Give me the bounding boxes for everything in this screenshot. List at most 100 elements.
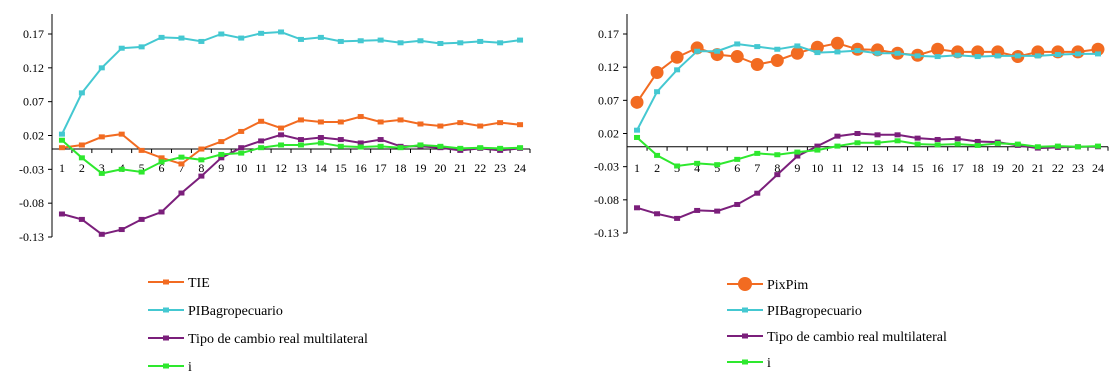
x-tick-label: 10 (235, 161, 247, 175)
data-point (297, 117, 304, 123)
data-point (278, 142, 285, 148)
data-point (258, 145, 265, 151)
y-tick-label: -0.13 (19, 230, 44, 244)
data-point (417, 121, 424, 127)
data-point (1054, 143, 1061, 149)
x-tick-label: 23 (494, 161, 506, 175)
data-point (337, 38, 344, 44)
data-point (650, 65, 664, 79)
data-point (634, 205, 641, 211)
series-pixpim (630, 36, 1105, 109)
data-point (714, 48, 721, 54)
data-point (894, 132, 901, 138)
data-point (138, 216, 145, 222)
data-point (1094, 143, 1101, 149)
x-tick-label: 22 (474, 161, 486, 175)
x-tick-label: 13 (295, 161, 307, 175)
data-point (138, 147, 145, 153)
x-tick-label: 2 (79, 161, 85, 175)
data-point (517, 145, 524, 151)
data-point (830, 36, 844, 50)
data-point (218, 151, 225, 157)
data-point (714, 208, 721, 214)
x-tick-label: 21 (1032, 161, 1044, 175)
data-point (238, 128, 245, 134)
data-point (457, 120, 464, 126)
data-point (118, 227, 125, 233)
legend-marker (163, 335, 169, 341)
data-point (754, 190, 761, 196)
series-i (58, 137, 524, 176)
series-line (61, 133, 521, 236)
data-point (58, 211, 65, 217)
chart-2: 0.17 0.12 0.07 0.02 -0.03 -0.08 -0.13 1 23 456789… (594, 14, 1109, 371)
data-point (417, 38, 424, 44)
data-point (158, 159, 165, 165)
x-tick-label: 18 (395, 161, 407, 175)
data-point (457, 145, 464, 151)
data-point (437, 143, 444, 149)
data-point (437, 123, 444, 129)
data-point (814, 143, 821, 149)
data-point (278, 29, 285, 35)
x-tick-label: 16 (932, 161, 944, 175)
x-tick-label: 8 (198, 161, 204, 175)
x-tick-label: 12 (851, 161, 863, 175)
data-point (238, 35, 245, 41)
data-point (794, 153, 801, 159)
data-point (774, 172, 781, 178)
data-point (714, 162, 721, 168)
x-tick-label: 23 (1072, 161, 1084, 175)
x-tick-label: 19 (992, 161, 1004, 175)
data-point (931, 42, 945, 56)
x-tick-label: 22 (1052, 161, 1064, 175)
x-tick-label: 15 (335, 161, 347, 175)
data-point (98, 65, 105, 71)
y-tick-label: 0.07 (23, 95, 44, 109)
data-point (794, 149, 801, 155)
series-line (636, 42, 1098, 131)
data-point (974, 138, 981, 144)
data-point (634, 134, 641, 140)
series-i (634, 134, 1101, 169)
data-point (790, 46, 804, 60)
series-line (61, 139, 521, 175)
data-point (357, 38, 364, 44)
data-point (734, 41, 741, 47)
y-tick-label: 0.02 (598, 127, 619, 141)
x-tick-label: 1 (59, 161, 65, 175)
data-point (317, 34, 324, 40)
x-tick-label: 18 (972, 161, 984, 175)
data-point (1074, 51, 1081, 57)
data-point (138, 44, 145, 50)
legend-label: PIBagropecuario (188, 304, 283, 319)
x-tick-label: 21 (454, 161, 466, 175)
data-point (854, 140, 861, 146)
data-point (58, 145, 65, 151)
data-point (854, 131, 861, 136)
data-point (1034, 144, 1041, 150)
data-point (218, 31, 225, 37)
data-point (477, 38, 484, 44)
data-point (337, 119, 344, 125)
series-tie (58, 114, 524, 167)
data-point (158, 155, 165, 161)
data-point (1054, 52, 1061, 58)
x-tick-label: 13 (872, 161, 884, 175)
data-point (377, 137, 384, 143)
data-point (954, 52, 961, 58)
x-tick-label: 2 (654, 161, 660, 175)
data-point (894, 50, 901, 56)
x-tick-label: 5 (714, 161, 720, 175)
x-tick-label: 9 (218, 161, 224, 175)
data-point (934, 142, 941, 148)
y-tick-label: -0.03 (19, 162, 44, 176)
x-tick-label: 17 (952, 161, 964, 175)
data-point (770, 54, 784, 68)
series-pibagropecuario (58, 29, 524, 137)
data-point (497, 120, 504, 126)
data-point (258, 118, 265, 124)
data-point (317, 140, 324, 146)
y-tick-label: 0.02 (23, 129, 44, 143)
